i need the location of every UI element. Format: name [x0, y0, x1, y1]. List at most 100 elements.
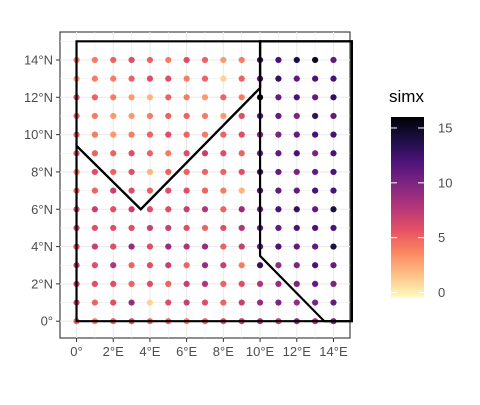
y-axis: 0° 2°N 4°N 6°N 8°N 10°N 12°N 14°N	[24, 52, 60, 329]
data-point	[201, 150, 209, 157]
data-point	[238, 206, 245, 213]
data-point	[238, 94, 245, 101]
y-tick-label: 4°N	[31, 239, 53, 254]
data-point	[110, 224, 117, 232]
data-point	[238, 75, 245, 82]
data-point	[201, 280, 209, 287]
data-point	[238, 131, 245, 138]
data-point	[165, 168, 172, 176]
data-point	[312, 206, 319, 213]
data-point	[275, 94, 282, 101]
data-point	[312, 262, 319, 269]
x-tick-label: 14°E	[319, 344, 348, 359]
data-point	[110, 187, 117, 194]
data-point	[183, 299, 190, 306]
data-point	[220, 280, 227, 287]
data-point	[91, 168, 98, 176]
data-point	[165, 56, 172, 64]
legend-colorbar	[391, 117, 424, 298]
data-point	[238, 187, 245, 194]
legend-ticks: 0 5 10 15	[391, 120, 452, 300]
data-point	[201, 243, 209, 250]
data-point	[183, 224, 190, 232]
data-point	[220, 224, 227, 232]
data-point	[312, 243, 319, 250]
data-point	[293, 243, 300, 250]
data-point	[330, 168, 337, 176]
data-point	[128, 224, 135, 232]
data-point	[183, 131, 190, 138]
data-point	[312, 94, 319, 101]
data-point	[275, 168, 282, 176]
x-tick-label: 10°E	[246, 344, 275, 359]
data-point	[312, 56, 319, 64]
data-point	[183, 262, 190, 269]
data-point	[91, 206, 98, 213]
data-point	[238, 262, 245, 269]
data-point	[110, 131, 117, 138]
data-point	[238, 243, 245, 250]
data-point	[312, 168, 319, 176]
data-point	[293, 56, 300, 64]
data-point	[312, 150, 319, 157]
data-point	[146, 112, 154, 120]
data-point	[201, 299, 209, 306]
data-point	[128, 94, 135, 101]
legend-label: 15	[438, 120, 452, 135]
data-point	[275, 262, 282, 269]
data-point	[256, 299, 264, 306]
data-point	[238, 150, 245, 157]
data-point	[330, 75, 337, 82]
data-point	[275, 150, 282, 157]
data-point	[220, 206, 227, 213]
data-point	[275, 243, 282, 250]
data-point	[165, 243, 172, 250]
data-point	[128, 187, 135, 194]
data-point	[312, 75, 319, 82]
data-point	[293, 206, 300, 213]
data-point	[330, 262, 337, 269]
data-point	[91, 280, 98, 287]
data-point	[110, 262, 117, 269]
data-point	[165, 75, 172, 82]
data-point	[220, 131, 227, 138]
data-point	[293, 280, 300, 287]
data-point	[128, 56, 135, 64]
data-point	[110, 94, 117, 101]
data-point	[201, 206, 209, 213]
data-point	[128, 299, 135, 306]
data-point	[128, 168, 135, 176]
data-point	[201, 224, 209, 232]
data-point	[201, 56, 209, 64]
data-point	[183, 150, 190, 157]
data-point	[128, 150, 135, 157]
data-point	[146, 56, 154, 64]
data-point	[183, 206, 190, 213]
data-point	[183, 56, 190, 64]
data-point	[110, 75, 117, 82]
data-point	[128, 75, 135, 82]
x-tick-label: 8°E	[213, 344, 234, 359]
data-point	[201, 168, 209, 176]
data-point	[146, 280, 154, 287]
data-point	[128, 262, 135, 269]
data-point	[330, 131, 337, 138]
data-point	[275, 224, 282, 232]
data-point	[330, 243, 337, 250]
data-point	[128, 243, 135, 250]
data-point	[293, 75, 300, 82]
data-point	[238, 168, 245, 176]
data-point	[275, 56, 282, 64]
data-point	[146, 131, 154, 138]
data-point	[220, 112, 227, 120]
data-point	[312, 187, 319, 194]
y-tick-label: 2°N	[31, 276, 53, 291]
data-point	[146, 75, 154, 82]
data-point	[293, 112, 300, 120]
data-point	[91, 243, 98, 250]
data-point	[330, 299, 337, 306]
data-point	[110, 150, 117, 157]
data-point	[165, 206, 172, 213]
data-point	[293, 168, 300, 176]
